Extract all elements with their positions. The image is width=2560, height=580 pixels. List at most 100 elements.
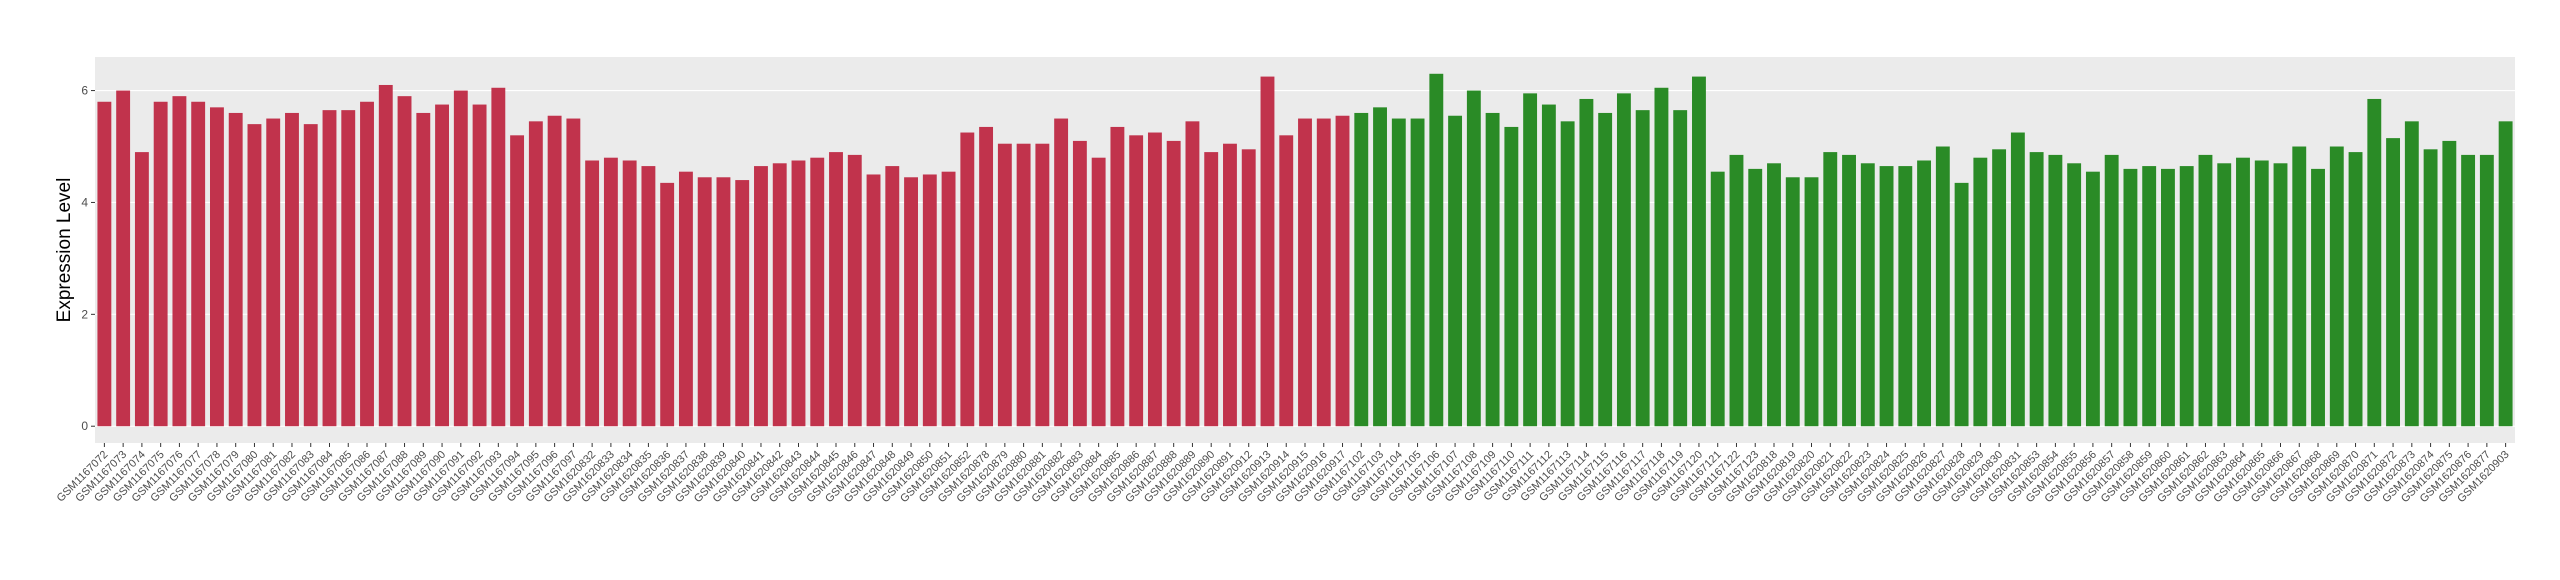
- bar: [2123, 168, 2138, 427]
- y-tick-label: 2: [81, 307, 88, 321]
- bar: [1579, 98, 1594, 427]
- bar: [510, 135, 525, 427]
- bar: [2367, 98, 2382, 427]
- bar: [1898, 166, 1913, 427]
- bar: [2236, 157, 2250, 427]
- bar: [1091, 157, 1106, 427]
- bar: [1391, 118, 1406, 427]
- bar: [1110, 126, 1125, 427]
- bar: [1860, 163, 1875, 427]
- bar: [2254, 160, 2269, 427]
- y-tick-label: 0: [81, 419, 88, 433]
- bar: [228, 112, 243, 427]
- bar: [2104, 154, 2119, 427]
- bar: [547, 115, 562, 427]
- bar: [1917, 160, 1932, 427]
- bar: [1223, 143, 1237, 427]
- bar: [491, 87, 506, 427]
- bar: [566, 118, 581, 427]
- bar: [1185, 121, 1200, 427]
- bar: [1954, 182, 1969, 427]
- bar: [2048, 154, 2063, 427]
- bar: [1729, 154, 1744, 427]
- bar: [829, 152, 843, 427]
- bar: [1354, 112, 1369, 427]
- bar: [1673, 110, 1688, 427]
- bar: [904, 177, 918, 427]
- bar: [2404, 121, 2419, 427]
- bar: [1166, 140, 1181, 427]
- bar: [1335, 115, 1350, 427]
- bar: [2217, 163, 2232, 427]
- bar: [622, 160, 637, 427]
- bar: [2479, 154, 2494, 427]
- bar: [2273, 163, 2288, 427]
- bar: [922, 174, 937, 427]
- bar: [885, 166, 900, 427]
- bar: [1504, 126, 1519, 427]
- bar: [453, 90, 468, 427]
- bar: [1016, 143, 1031, 427]
- bar: [1692, 76, 1706, 427]
- bar: [2423, 149, 2438, 427]
- bar: [603, 157, 618, 427]
- bar: [1054, 118, 1069, 427]
- bar: [1429, 73, 1444, 427]
- bar: [1804, 177, 1819, 427]
- bar: [2067, 163, 2082, 427]
- bar: [397, 96, 412, 427]
- bar: [1466, 90, 1481, 427]
- bar: [1541, 104, 1556, 427]
- bar: [1635, 110, 1650, 427]
- bar: [660, 182, 675, 427]
- bar: [191, 101, 206, 427]
- bar: [960, 132, 975, 427]
- bar: [847, 154, 862, 427]
- bar: [2348, 152, 2363, 427]
- bar: [1560, 121, 1575, 427]
- bar: [134, 152, 149, 427]
- bar: [1523, 93, 1538, 427]
- bar: [810, 157, 825, 427]
- bar: [2085, 171, 2100, 427]
- bar: [941, 171, 956, 427]
- bar: [472, 104, 487, 427]
- bar: [2329, 146, 2344, 427]
- bar: [116, 90, 131, 427]
- bar: [1072, 140, 1087, 427]
- bar: [866, 174, 881, 427]
- bar: [2029, 152, 2044, 427]
- bar: [266, 118, 281, 427]
- bar: [2292, 146, 2307, 427]
- bar: [641, 166, 656, 427]
- bar: [979, 126, 994, 427]
- bar: [2179, 166, 2194, 427]
- bar: [585, 160, 600, 427]
- bar: [716, 177, 731, 427]
- bar: [1710, 171, 1725, 427]
- bar: [2386, 138, 2401, 427]
- bar: [2498, 121, 2513, 427]
- bar: [1485, 112, 1500, 427]
- bar: [772, 163, 787, 427]
- bar: [1373, 107, 1387, 427]
- bar: [1616, 93, 1631, 427]
- bar: [378, 84, 393, 427]
- bar: [2142, 166, 2157, 427]
- bar: [1147, 132, 1162, 427]
- bar: [2461, 154, 2476, 427]
- bar: [97, 101, 112, 427]
- bar: [735, 180, 750, 427]
- y-tick-label: 6: [81, 84, 88, 98]
- bar: [1410, 118, 1425, 427]
- bar: [209, 107, 224, 427]
- bar: [1785, 177, 1800, 427]
- bar: [153, 101, 168, 427]
- bar: [2311, 168, 2325, 427]
- bar: [416, 112, 431, 427]
- bar: [697, 177, 712, 427]
- bar: [997, 143, 1012, 427]
- bar: [322, 110, 337, 427]
- bar: [303, 124, 318, 427]
- bar: [1767, 163, 1781, 427]
